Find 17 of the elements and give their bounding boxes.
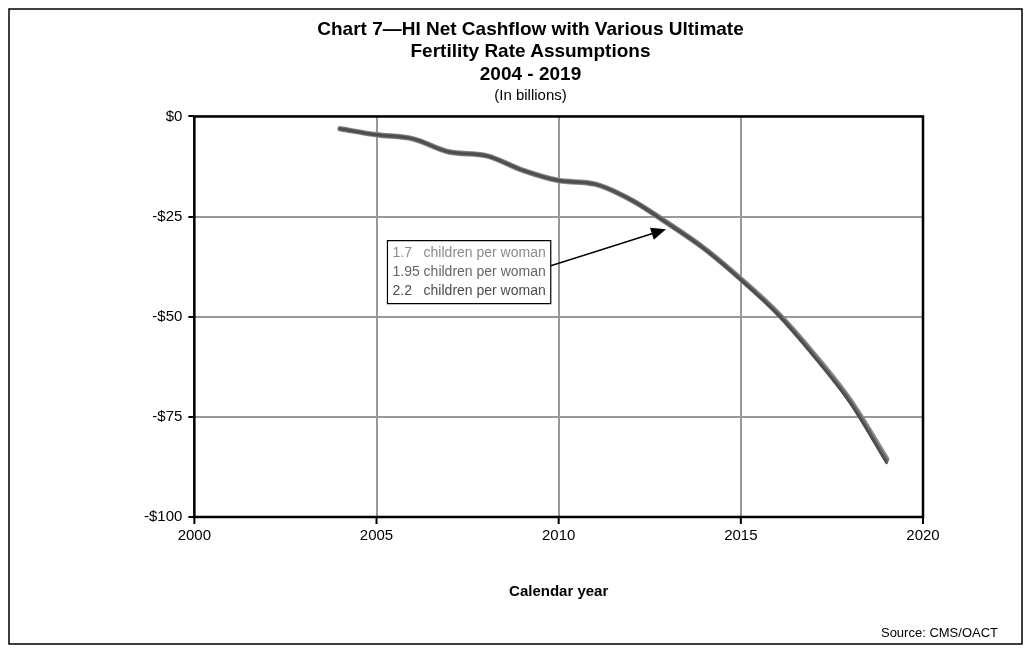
y-tick-label: -$100 (143, 507, 183, 525)
source-note: Source: CMS/OACT (880, 625, 999, 641)
text: 1.7 children per woman (392, 243, 546, 260)
x-tick-label: 2000 (177, 526, 212, 544)
text: 2.2 children per woman (392, 281, 546, 298)
text: 1.95 children per woman (392, 262, 546, 279)
chart-title: Chart 7—HI Net Cashflow with Various Ultimate Fertility Rate Assumptions 2004 - 2019 (317, 17, 744, 85)
x-tick-label: 2005 (359, 526, 394, 544)
x-tick-label: 2020 (906, 526, 940, 544)
y-tick-label: -$75 (152, 406, 183, 424)
x-axis-title: Calendar year (509, 582, 609, 600)
x-tick-label: 2010 (541, 526, 576, 544)
x-tick-label: 2015 (724, 526, 758, 544)
y-tick-label: -$50 (152, 306, 183, 324)
y-tick-label: -$25 (152, 206, 183, 224)
y-tick-label: $0 (165, 106, 183, 124)
chart-subtitle: (In billions) (494, 85, 567, 103)
